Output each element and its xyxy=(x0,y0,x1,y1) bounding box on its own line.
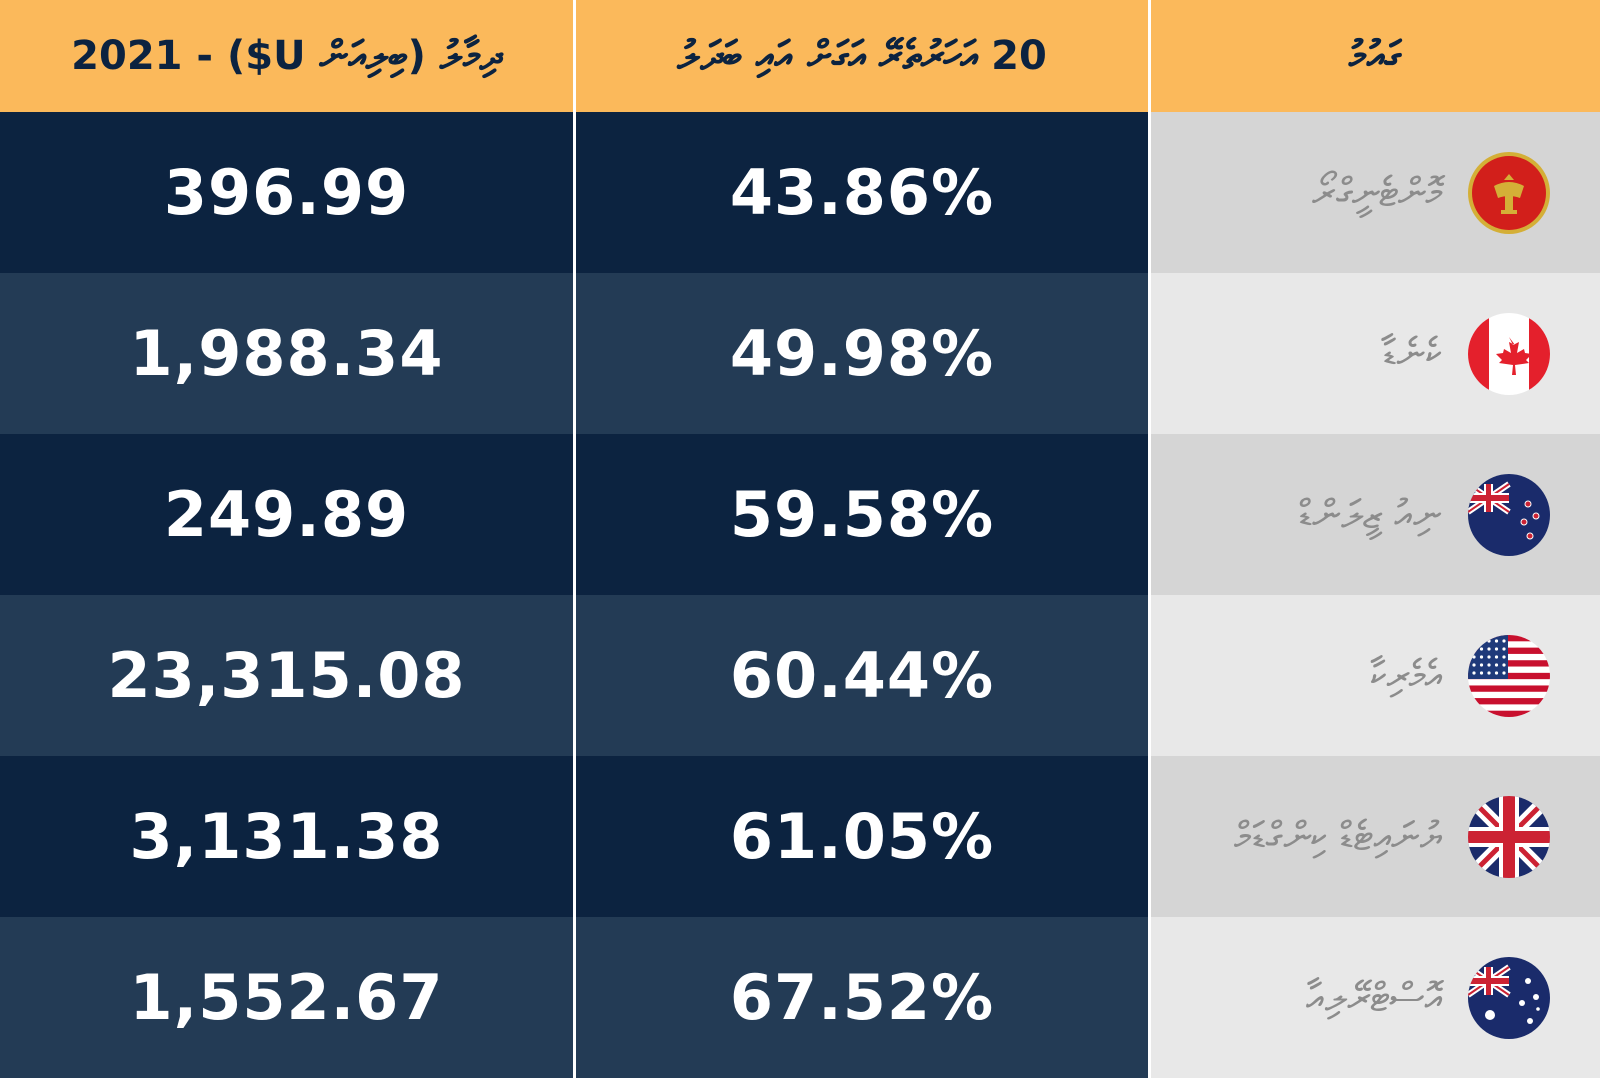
uk-flag-icon xyxy=(1468,795,1550,878)
country-name: ނިއު ޒީލަންޑް xyxy=(1298,491,1442,538)
country-cell: ކެނެޑާ xyxy=(1151,273,1600,434)
change-cell: 49.98% xyxy=(576,273,1151,434)
value-cell: 1,988.34 xyxy=(0,273,576,434)
value-cell: 23,315.08 xyxy=(0,595,576,756)
value-cell: 396.99 xyxy=(0,112,576,273)
value-cell: 1,552.67 xyxy=(0,917,576,1078)
country-name: މޮންޓެނީގްރޯ xyxy=(1312,169,1442,216)
country-cell: މޮންޓެނީގްރޯ xyxy=(1151,112,1600,273)
country-name: އެމެރިކާ xyxy=(1370,652,1442,699)
change-cell: 43.86% xyxy=(576,112,1151,273)
country-name: ކެނެޑާ xyxy=(1382,330,1442,377)
montenegro-flag-icon xyxy=(1468,151,1550,234)
change-cell: 60.44% xyxy=(576,595,1151,756)
header-change: 20 އަހަރުތެރޭ އަގަށް އައި ބަދަލު xyxy=(576,0,1151,112)
country-name: އޮސްޓްރޭލިއާ xyxy=(1306,974,1442,1021)
country-name: ޔުނައިޓެޑް ކިންގްޑަމް xyxy=(1234,813,1442,860)
country-cell: އޮސްޓްރޭލިއާ xyxy=(1151,917,1600,1078)
change-cell: 61.05% xyxy=(576,756,1151,917)
header-country: ގައުމު xyxy=(1151,0,1600,112)
change-cell: 59.58% xyxy=(576,434,1151,595)
country-cell: އެމެރިކާ xyxy=(1151,595,1600,756)
new-zealand-flag-icon xyxy=(1468,473,1550,556)
country-cell: ޔުނައިޓެޑް ކިންގްޑަމް xyxy=(1151,756,1600,917)
change-cell: 67.52% xyxy=(576,917,1151,1078)
australia-flag-icon xyxy=(1468,956,1550,1039)
usa-flag-icon xyxy=(1468,634,1550,717)
header-value: ދިމާލު (ބިލިއަން U$) - 2021 xyxy=(0,0,576,112)
canada-flag-icon xyxy=(1468,312,1550,395)
value-cell: 3,131.38 xyxy=(0,756,576,917)
country-cell: ނިއު ޒީލަންޑް xyxy=(1151,434,1600,595)
value-cell: 249.89 xyxy=(0,434,576,595)
